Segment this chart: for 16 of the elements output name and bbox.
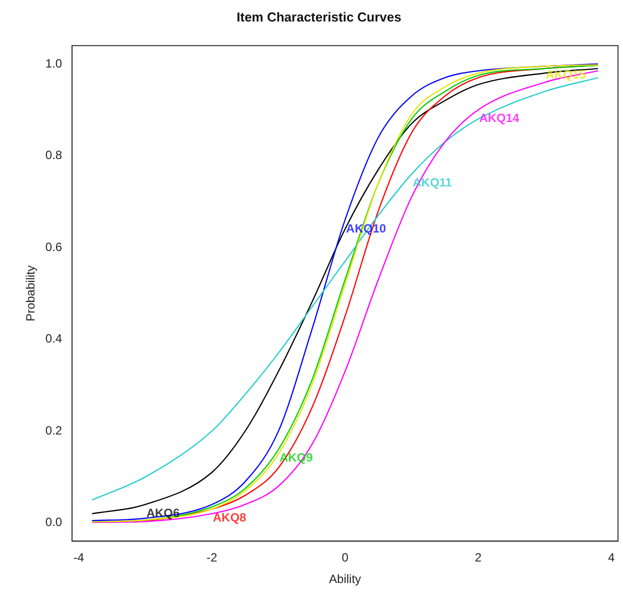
y-tick-label: 0.2 [45, 423, 62, 438]
y-tick-label: 0.6 [45, 240, 62, 254]
annotation: AKQ8 [212, 510, 247, 524]
x-tick-label: 4 [608, 550, 615, 565]
y-tick-label: 1.0 [45, 56, 62, 70]
x-tick-label: 2 [474, 550, 482, 565]
x-axis-title: Ability [329, 572, 362, 586]
y-tick-label: 0.4 [45, 332, 62, 346]
chart-title: Item Characteristic Curves [236, 9, 402, 24]
x-tick-label: -4 [73, 550, 84, 565]
x-tick-label: -2 [206, 550, 218, 565]
y-tick-label: 0.0 [45, 515, 62, 530]
annotation: AKQ14 [479, 111, 520, 126]
x-tick-label: 0 [342, 550, 349, 565]
y-tick-label: 0.8 [45, 148, 62, 162]
y-axis-title: Probability [24, 265, 38, 322]
